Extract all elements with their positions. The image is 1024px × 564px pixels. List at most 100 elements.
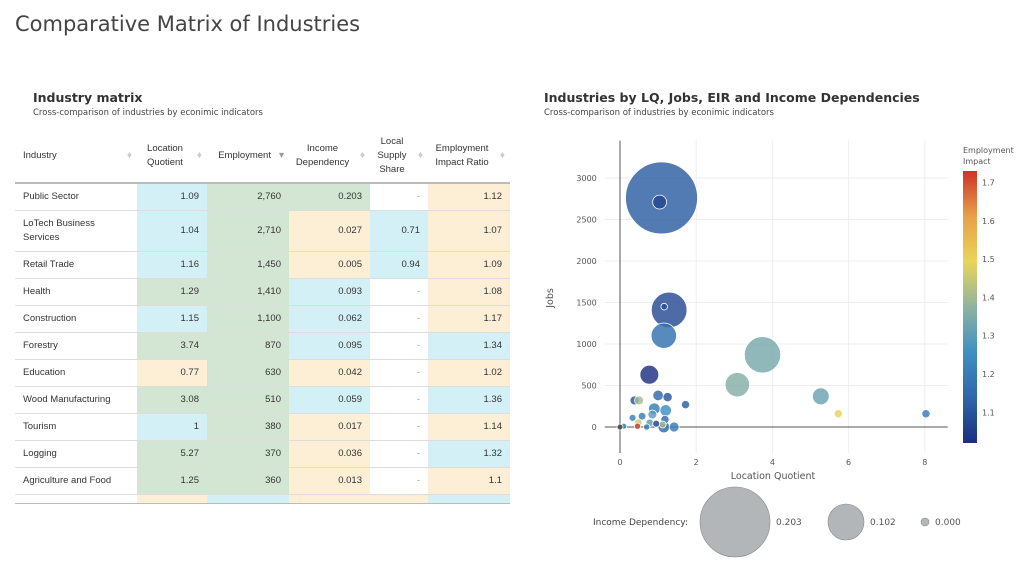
column-header-employment-impact-ratio[interactable]: Employment Impact Ratio ♦ — [428, 130, 510, 184]
bubble-industry — [833, 409, 843, 419]
y-tick-label: 2500 — [576, 216, 596, 225]
cell-industry: Logging — [15, 440, 137, 468]
cell-lq: 1.25 — [137, 467, 207, 495]
bubble-industry — [616, 423, 624, 431]
cell-lss: 0.94 — [370, 251, 428, 279]
cell-lq: 3.08 — [137, 386, 207, 414]
cell-eir: 1.02 — [428, 359, 510, 387]
y-tick-label: 3000 — [576, 174, 596, 183]
cell-emp: 380 — [207, 413, 289, 441]
table-row[interactable]: Logging 5.27 370 0.036-1.32 — [15, 440, 510, 468]
bubble-wood-manufacturing — [724, 372, 750, 398]
table-row[interactable]: Wood Manufacturing 3.08 510 0.059-1.36 — [15, 386, 510, 414]
cell-emp: 1,410 — [207, 278, 289, 306]
cell-inc: 0.042 — [289, 359, 370, 387]
cell-eir: 1.08 — [428, 278, 510, 306]
cell-industry: Public Sector — [15, 183, 137, 211]
cell-lq: 3.74 — [137, 332, 207, 360]
x-tick-label: 8 — [922, 458, 927, 467]
table-subtitle: Cross-comparison of industries by econim… — [33, 108, 263, 118]
cell-emp: 510 — [207, 386, 289, 414]
table-row[interactable]: Public Sector 1.09 2,760 0.203-1.12 — [15, 183, 510, 211]
cell-lss: 0.71 — [370, 210, 428, 252]
colorbar-tick-label: 1.2 — [982, 370, 995, 379]
bubble-industry — [643, 423, 651, 431]
cell-lss: - — [370, 183, 428, 211]
column-header-local-supply-share[interactable]: Local Supply Share ♦ — [370, 130, 428, 184]
cell-eir: 1.34 — [428, 332, 510, 360]
cell-lq: 1.16 — [137, 251, 207, 279]
size-legend-value: 0.102 — [870, 518, 896, 528]
y-tick-label: 500 — [581, 382, 596, 391]
cell-lss: - — [370, 332, 428, 360]
cell-lq: 1.15 — [137, 305, 207, 333]
colorbar-title: Employment — [963, 146, 1014, 155]
sort-icon[interactable]: ♦ — [417, 150, 423, 161]
size-legend-label: Income Dependency: — [593, 518, 688, 528]
column-header-income-dependency[interactable]: Income Dependency ♦ — [289, 130, 370, 184]
cell-lss: - — [370, 278, 428, 306]
bubble-industry — [921, 409, 931, 419]
sort-icon[interactable]: ♦ — [126, 150, 132, 161]
column-header-label: Employment — [218, 150, 271, 161]
x-tick-label: 6 — [846, 458, 851, 467]
table-row-partial — [15, 494, 510, 504]
column-header-label: Industry — [23, 150, 57, 161]
cell-lss: - — [370, 440, 428, 468]
cell-emp: 370 — [207, 440, 289, 468]
bubble-lotech-business-services — [652, 194, 667, 210]
table-row[interactable]: Forestry 3.74 870 0.095-1.34 — [15, 332, 510, 360]
bubble-industry — [647, 409, 658, 420]
cell-emp: 360 — [207, 467, 289, 495]
cell-lss: - — [370, 305, 428, 333]
bubble-retail-trade — [660, 302, 668, 311]
column-header-label: Employment Impact Ratio — [435, 143, 489, 168]
bubble-education — [639, 364, 660, 385]
x-axis-label: Location Quotient — [731, 471, 816, 482]
size-legend-value: 0.203 — [776, 518, 802, 528]
cell-eir: 1.12 — [428, 183, 510, 211]
cell-lss: - — [370, 359, 428, 387]
table-row[interactable]: Agriculture and Food 1.25 360 0.013-1.1 — [15, 467, 510, 495]
bubble-industry — [637, 411, 647, 421]
y-tick-label: 1000 — [576, 340, 596, 349]
x-tick-label: 2 — [694, 458, 699, 467]
table-row[interactable]: Education 0.77 630 0.042-1.02 — [15, 359, 510, 387]
cell-eir: 1.36 — [428, 386, 510, 414]
cell-empty — [428, 494, 510, 504]
cell-inc: 0.062 — [289, 305, 370, 333]
cell-industry: Retail Trade — [15, 251, 137, 279]
y-tick-label: 0 — [592, 423, 597, 432]
column-header-industry[interactable]: Industry ♦ — [15, 130, 137, 184]
cell-inc: 0.005 — [289, 251, 370, 279]
bubble-industry — [658, 420, 667, 429]
cell-emp: 1,450 — [207, 251, 289, 279]
table-row[interactable]: Construction 1.15 1,100 0.062-1.17 — [15, 305, 510, 333]
column-header-location-quotient[interactable]: Location Quotient ♦ — [137, 130, 207, 184]
sort-icon[interactable]: ♦ — [359, 150, 365, 161]
sort-icon[interactable]: ♦ — [499, 150, 505, 161]
column-header-label: Location Quotient — [147, 143, 183, 168]
column-header-employment[interactable]: Employment ▾ — [207, 130, 289, 184]
bubble-health — [650, 291, 688, 329]
cell-inc: 0.017 — [289, 413, 370, 441]
colorbar-tick-label: 1.5 — [982, 255, 995, 264]
cell-inc: 0.203 — [289, 183, 370, 211]
cell-lq: 5.27 — [137, 440, 207, 468]
column-header-label: Income Dependency — [295, 143, 350, 168]
sort-desc-icon[interactable]: ▾ — [278, 150, 284, 161]
size-legend-circle — [699, 486, 771, 558]
cell-industry: Construction — [15, 305, 137, 333]
table-row[interactable]: LoTech Business Services 1.04 2,710 0.027 0.… — [15, 210, 510, 252]
cell-eir: 1.14 — [428, 413, 510, 441]
y-axis-label: Jobs — [545, 288, 556, 309]
table-row[interactable]: Tourism 1 380 0.017-1.14 — [15, 413, 510, 441]
industry-table: Industry ♦ Location Quotient ♦ Employment ▾ In… — [15, 130, 510, 504]
bubble-logging — [811, 387, 830, 406]
cell-inc: 0.036 — [289, 440, 370, 468]
table-row[interactable]: Health 1.29 1,410 0.093-1.08 — [15, 278, 510, 306]
cell-eir: 1.09 — [428, 251, 510, 279]
sort-icon[interactable]: ♦ — [196, 150, 202, 161]
table-row[interactable]: Retail Trade 1.16 1,450 0.005 0.94 1.09 — [15, 251, 510, 279]
cell-industry: Agriculture and Food — [15, 467, 137, 495]
